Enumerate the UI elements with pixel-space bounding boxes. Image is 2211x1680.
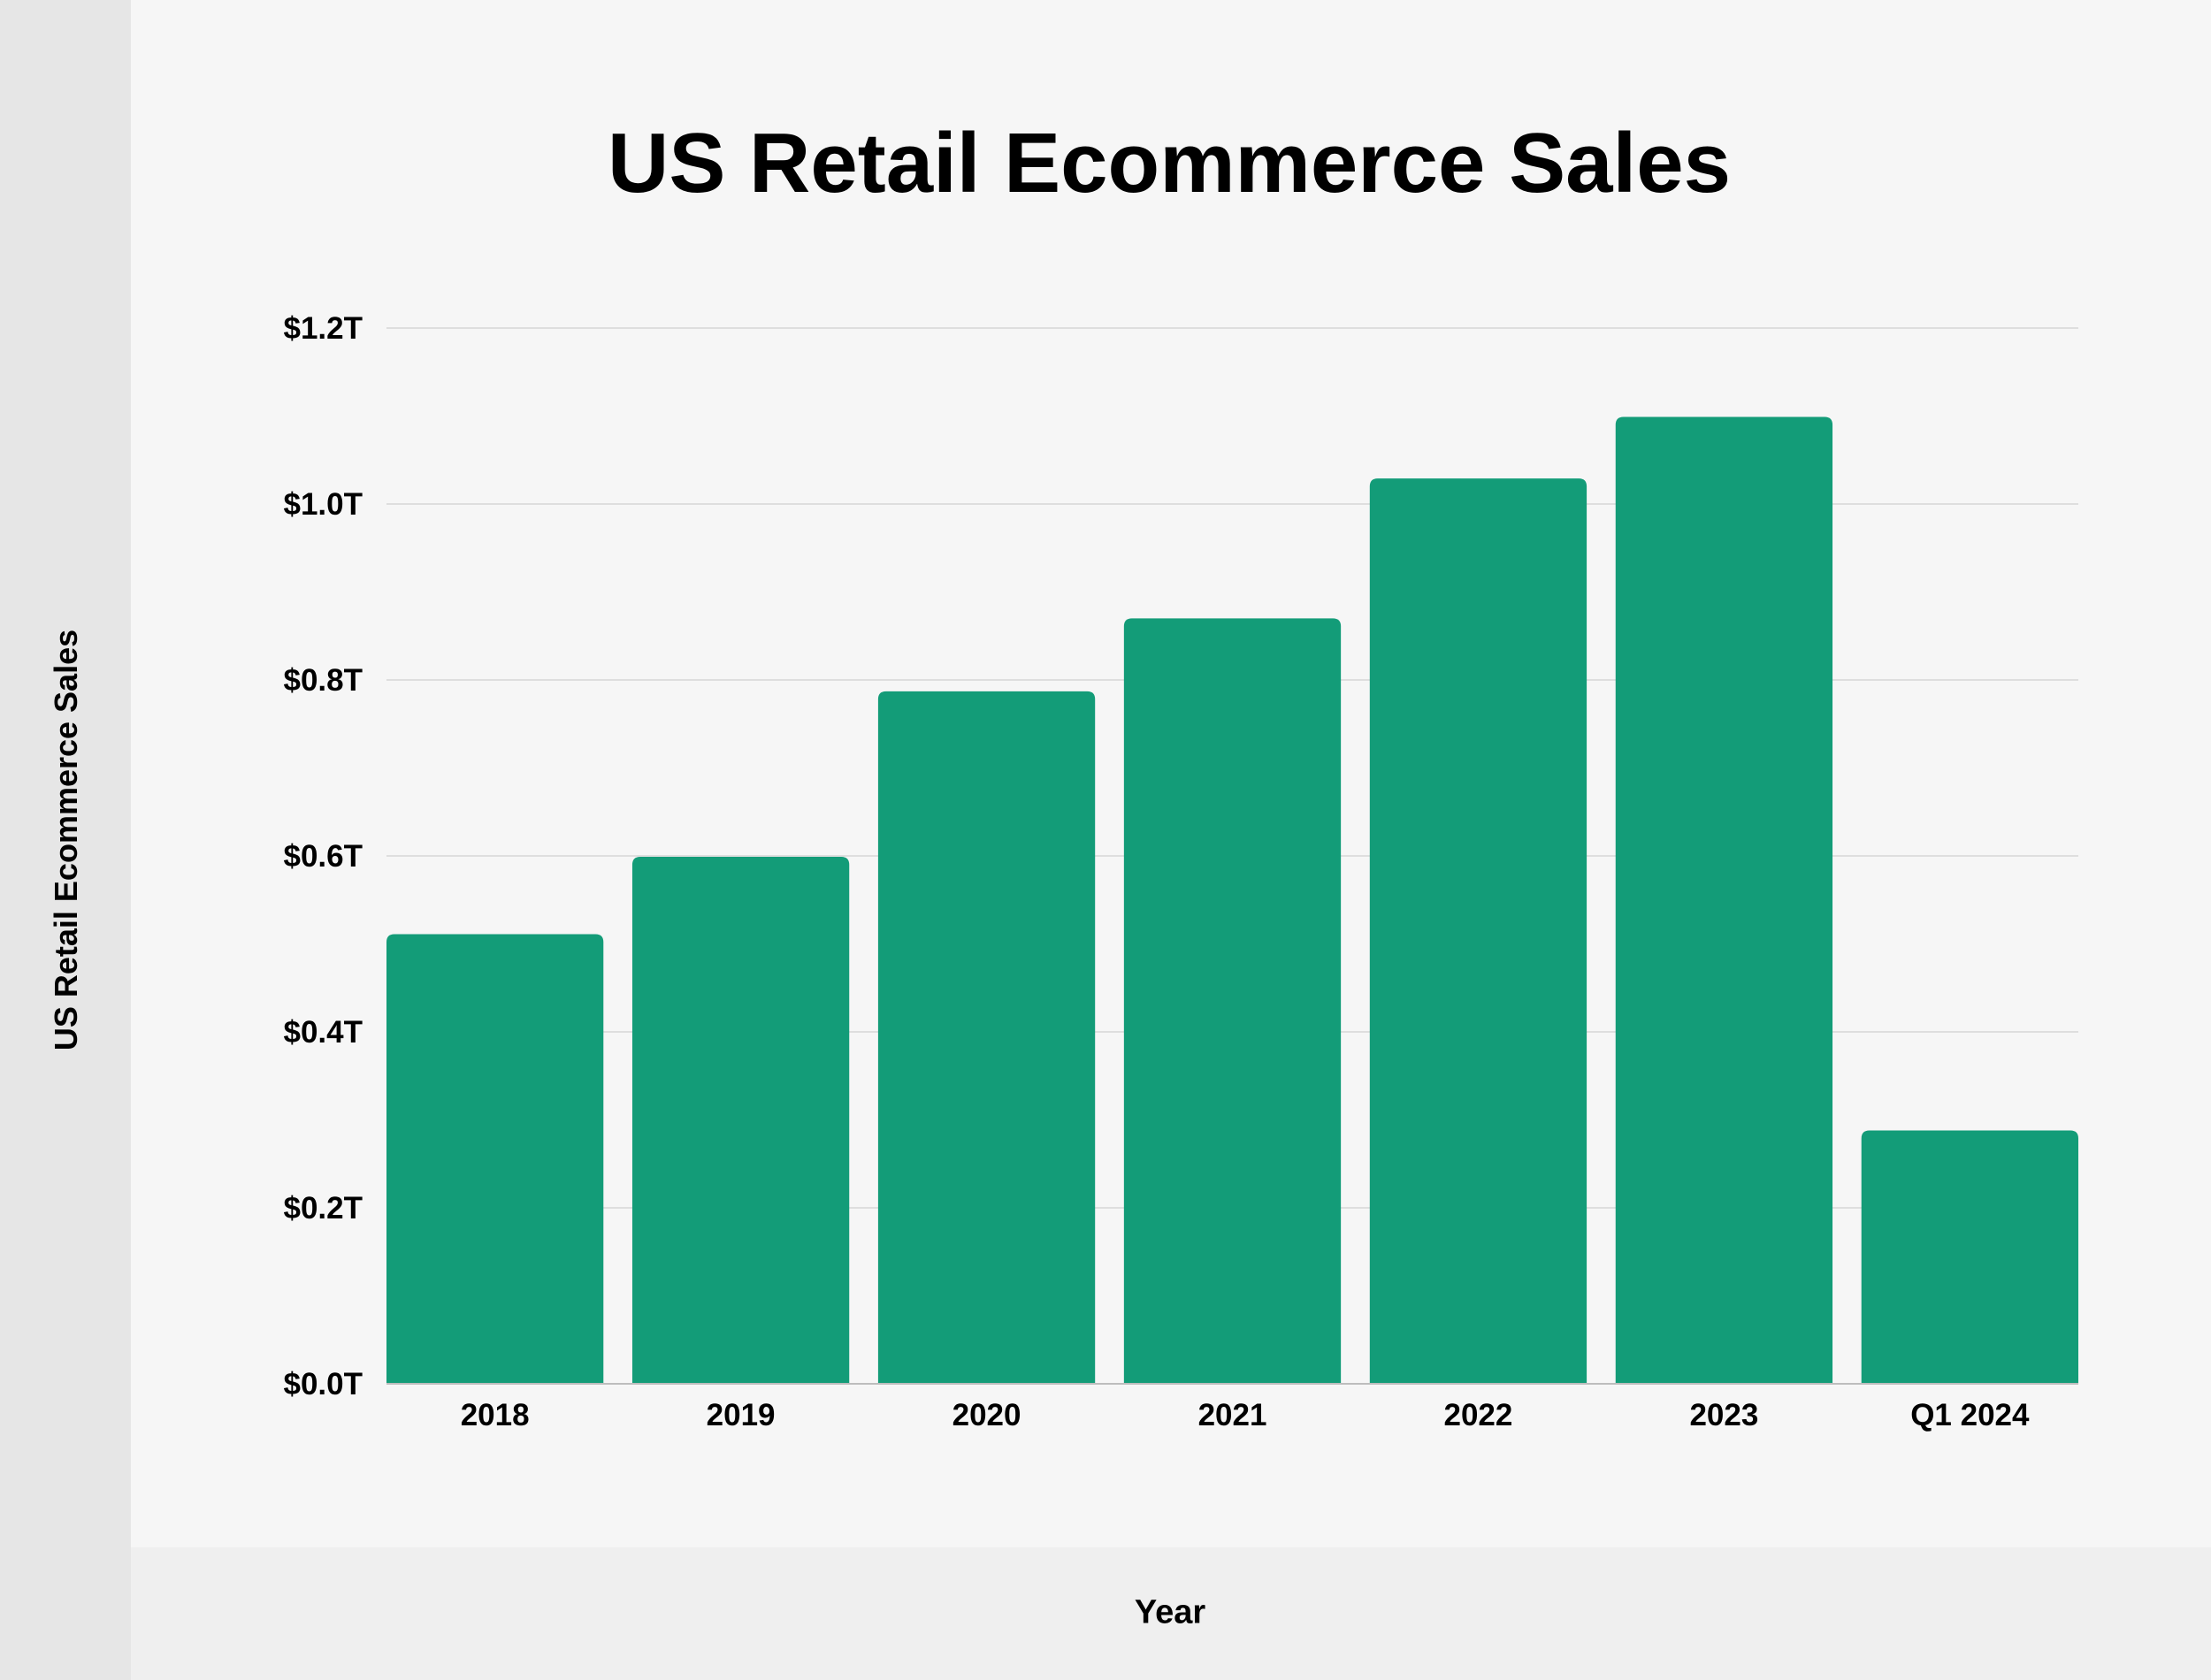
y-tick-label: $0.4T [284, 1015, 363, 1050]
x-tick-label: 2018 [461, 1398, 530, 1432]
bar-2019 [631, 856, 850, 1384]
x-tick-label: 2021 [1198, 1398, 1267, 1432]
x-tick-label: Q1 2024 [1910, 1398, 2030, 1432]
x-tick-label: 2019 [707, 1398, 776, 1432]
bar-2022 [1369, 478, 1587, 1384]
y-tick-label: $0.0T [284, 1367, 363, 1401]
bar-2023 [1615, 416, 1833, 1384]
left-panel [0, 0, 131, 1680]
bar-q1-2024 [1861, 1130, 2078, 1384]
y-tick-label: $1.0T [284, 487, 363, 522]
x-tick-label: 2022 [1444, 1398, 1513, 1432]
bottom-band [131, 1547, 2211, 1680]
bar-2018 [386, 934, 604, 1384]
y-tick-label: $1.2T [284, 311, 363, 346]
y-tick-label: $0.2T [284, 1191, 363, 1226]
bar-2021 [1123, 618, 1342, 1384]
x-tick-label: 2020 [952, 1398, 1021, 1432]
chart-title: US Retail Ecommerce Sales [608, 116, 1731, 210]
x-axis-title: Year [1134, 1593, 1206, 1631]
y-tick-label: $0.8T [284, 663, 363, 698]
bar-2020 [877, 691, 1096, 1384]
y-tick-label: $0.6T [284, 839, 363, 874]
x-tick-label: 2023 [1689, 1398, 1758, 1432]
